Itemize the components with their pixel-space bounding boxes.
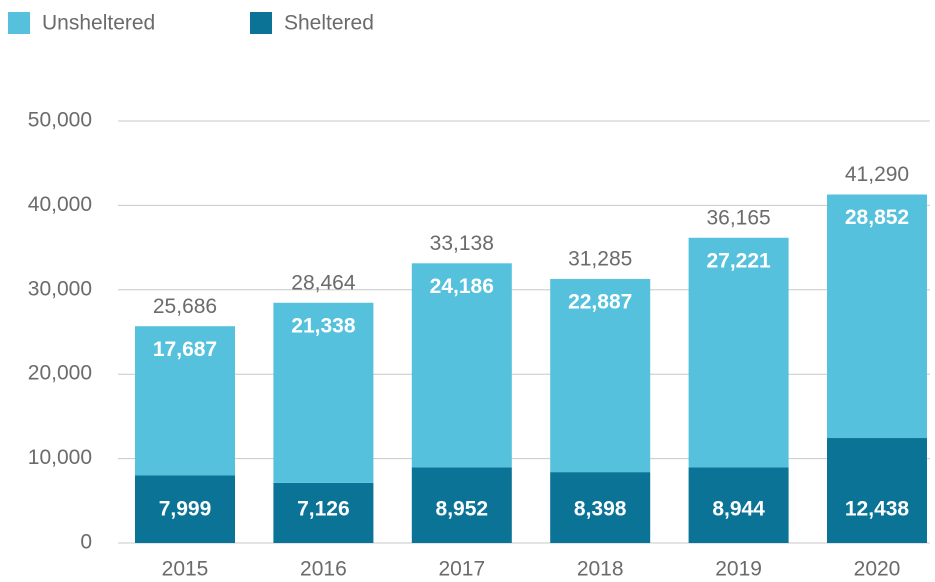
legend-swatch — [8, 12, 30, 34]
bar-segment — [135, 475, 235, 543]
bar-segment — [688, 467, 789, 543]
total-label: 36,165 — [706, 206, 770, 229]
data-label: 8,398 — [574, 498, 627, 521]
y-tick-label: 10,000 — [28, 446, 92, 469]
x-tick-label: 2016 — [300, 558, 347, 581]
data-label: 7,126 — [297, 498, 350, 521]
x-tick-label: 2019 — [715, 558, 762, 581]
legend-label: Sheltered — [284, 12, 374, 35]
bar-segment — [273, 482, 374, 543]
bar-segment — [411, 467, 512, 543]
y-tick-label: 30,000 — [28, 277, 92, 300]
legend-label: Unsheltered — [42, 12, 155, 35]
data-label: 22,887 — [568, 291, 632, 314]
legend-swatch — [250, 12, 272, 34]
x-tick-label: 2017 — [438, 558, 485, 581]
total-label: 33,138 — [430, 232, 494, 255]
data-label: 17,687 — [153, 338, 217, 361]
data-label: 28,852 — [845, 206, 909, 229]
bar-segment — [550, 472, 651, 543]
data-label: 7,999 — [159, 498, 212, 521]
bar-segment — [273, 302, 374, 483]
bar-segment — [411, 263, 512, 468]
total-label: 31,285 — [568, 248, 632, 271]
total-label: 28,464 — [291, 271, 356, 294]
bar-segment — [550, 278, 651, 473]
x-tick-label: 2018 — [577, 558, 624, 581]
x-tick-label: 2020 — [854, 558, 901, 581]
data-label: 21,338 — [291, 314, 356, 337]
data-label: 12,438 — [845, 498, 910, 521]
data-label: 27,221 — [706, 249, 771, 272]
y-tick-label: 50,000 — [28, 109, 92, 132]
bar-segment — [827, 438, 927, 543]
data-label: 8,952 — [436, 498, 489, 521]
bar-segment — [827, 194, 927, 439]
bar-segment — [135, 326, 235, 476]
data-label: 24,186 — [430, 275, 494, 298]
bar-segment — [688, 237, 789, 468]
y-tick-label: 20,000 — [28, 362, 92, 385]
y-tick-label: 40,000 — [28, 193, 92, 216]
total-label: 41,290 — [845, 163, 909, 186]
x-tick-label: 2015 — [162, 558, 209, 581]
total-label: 25,686 — [153, 295, 217, 318]
data-label: 8,944 — [712, 498, 765, 521]
y-tick-label: 0 — [80, 531, 92, 554]
